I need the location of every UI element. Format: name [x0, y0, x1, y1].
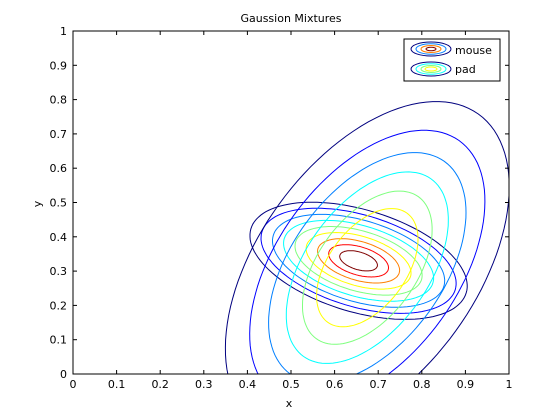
x-tick-label: 1	[506, 378, 513, 391]
legend-swatch-ring	[415, 63, 447, 75]
x-axis-ticks: 0 0.1 0.2 0.3 0.4 0.5 0.6 0.7 0.8 0.9 1	[70, 31, 513, 391]
legend-swatch-ring	[424, 66, 438, 72]
y-tick-label: 0.8	[50, 94, 68, 107]
x-tick-label: 0.2	[151, 378, 169, 391]
contour-line-pad	[285, 171, 449, 364]
x-tick-label: 0.5	[282, 378, 300, 391]
y-tick-label: 0.6	[50, 162, 68, 175]
y-tick-label: 0.7	[50, 128, 68, 141]
y-axis-label: y	[31, 200, 44, 207]
legend-swatch-mouse	[410, 41, 452, 57]
x-tick-label: 0.4	[239, 378, 257, 391]
legend-label-pad: pad	[455, 63, 476, 76]
x-tick-label: 0.7	[369, 378, 387, 391]
contour-series-pad	[224, 101, 509, 374]
contour-line-mouse	[328, 244, 389, 278]
y-axis-ticks: 0 0.1 0.2 0.3 0.4 0.5 0.6 0.7 0.8 0.9 1	[50, 25, 509, 381]
x-tick-label: 0.9	[457, 378, 475, 391]
plot-area: 0 0.1 0.2 0.3 0.4 0.5 0.6 0.7 0.8 0.9 1 0 0.1 0.2 0.3…	[50, 25, 513, 391]
x-tick-label: 0	[70, 378, 77, 391]
x-tick-label: 0.8	[413, 378, 431, 391]
legend-swatch-pad	[410, 61, 452, 77]
legend-label-mouse: mouse	[455, 44, 492, 57]
legend-swatch-ring	[425, 46, 437, 52]
y-tick-label: 0.4	[50, 231, 68, 244]
x-tick-label: 0.3	[195, 378, 213, 391]
contour-lines	[224, 101, 509, 374]
legend-swatch-ring	[415, 43, 447, 55]
legend-entry-pad: pad	[410, 61, 476, 77]
legend-swatch-ring	[420, 45, 442, 53]
x-tick-label: 0.1	[108, 378, 126, 391]
axes-box	[73, 31, 509, 374]
legend-swatch-ring	[420, 65, 442, 73]
chart-title: Gaussion Mixtures	[240, 12, 341, 25]
legend-swatch-ring	[410, 61, 452, 77]
y-tick-label: 1	[60, 25, 67, 38]
legend-entry-mouse: mouse	[410, 41, 492, 57]
contour-line-pad	[224, 101, 509, 374]
y-tick-label: 0	[60, 368, 67, 381]
contour-line-mouse	[305, 231, 412, 290]
contour-line-pad	[268, 152, 467, 374]
contour-line-mouse	[283, 219, 435, 302]
legend-swatch-ring	[410, 41, 452, 57]
contour-line-pad	[302, 190, 433, 345]
legend: mouse pad	[403, 38, 501, 82]
y-tick-label: 0.3	[50, 265, 68, 278]
contour-line-mouse	[317, 238, 401, 284]
contour-line-mouse	[339, 250, 378, 272]
contour-line-mouse	[249, 201, 468, 320]
contour-line-mouse	[294, 226, 423, 296]
legend-box	[403, 38, 501, 82]
contour-line-pad	[316, 208, 419, 328]
y-tick-label: 0.9	[50, 59, 68, 72]
contour-line-pad	[249, 129, 486, 374]
y-tick-label: 0.1	[50, 334, 68, 347]
y-tick-label: 0.2	[50, 299, 68, 312]
x-tick-label: 0.6	[326, 378, 344, 391]
y-tick-label: 0.5	[50, 197, 68, 210]
x-axis-label: x	[286, 397, 293, 410]
